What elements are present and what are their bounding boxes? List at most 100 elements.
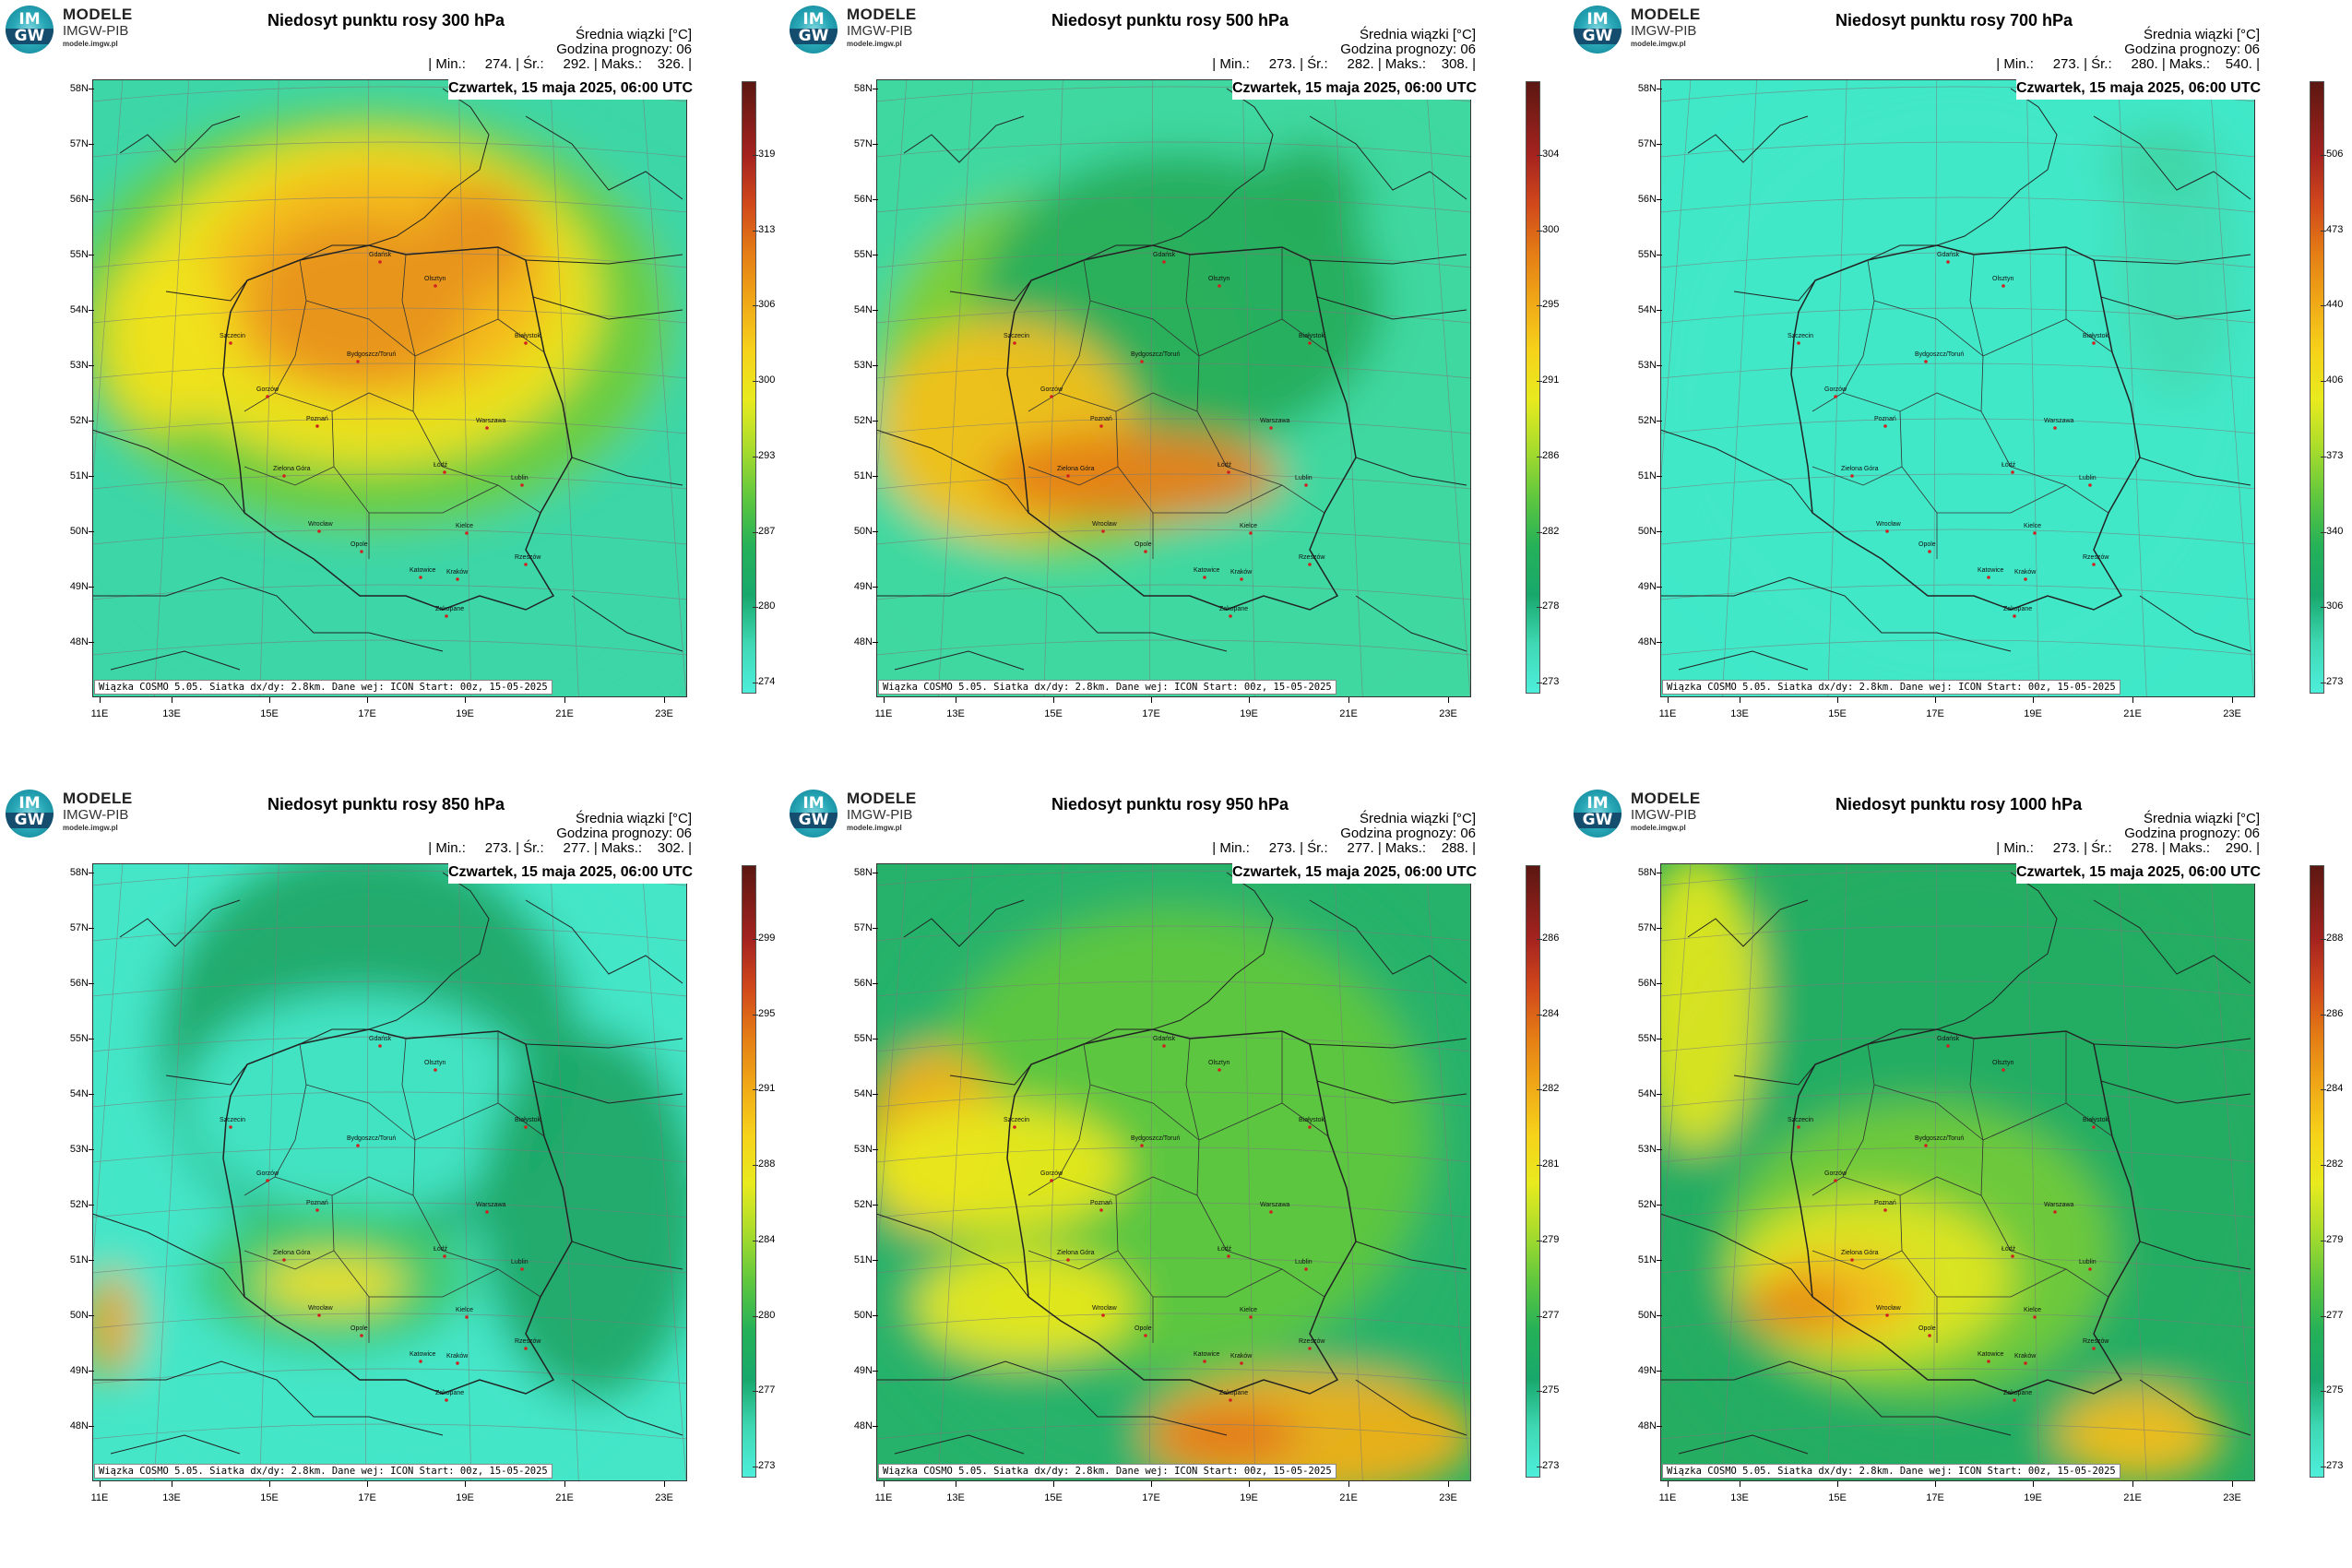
latitude-label: 53N <box>853 360 873 371</box>
city-marker <box>1050 395 1053 398</box>
latitude-tick <box>873 983 878 984</box>
longitude-tick <box>1249 1481 1250 1487</box>
city-label: Gdańsk <box>1937 252 1960 258</box>
field-region <box>184 992 535 1214</box>
city-marker <box>1229 614 1232 618</box>
map-plot: Gdańsk Olsztyn Szczecin Bydgoszcz/Toruń Biał… <box>1660 863 2255 1481</box>
city-label: Rzeszów <box>1299 554 1325 561</box>
city-marker <box>2053 1210 2057 1214</box>
city-label: Wrocław <box>308 1305 334 1312</box>
city-label: Katowice <box>410 567 436 574</box>
logo-org: IMGW-PIB <box>1631 23 1697 39</box>
longitude-tick <box>1448 1481 1449 1487</box>
color-scale-label: 313 <box>758 223 776 235</box>
city-marker <box>1883 424 1887 428</box>
city-label: Kraków <box>446 1353 469 1360</box>
latitude-tick <box>1657 1205 1662 1206</box>
longitude-label: 11E <box>1658 1492 1677 1503</box>
color-scale-label: 288 <box>758 1158 776 1170</box>
longitude-tick <box>2232 1481 2233 1487</box>
dew-point-deficit-field: Gdańsk Olsztyn Szczecin Bydgoszcz/Toruń Biał… <box>1660 79 2255 697</box>
forecast-panel: IM GW MODELE IMGW-PIB modele.imgw.pl Niedosyt… <box>1568 784 2352 1568</box>
latitude-label: 53N <box>853 1144 873 1155</box>
city-marker <box>266 1179 269 1182</box>
longitude-tick <box>1249 697 1250 703</box>
city-marker <box>1928 1334 1931 1337</box>
city-label: Zielona Góra <box>273 466 311 472</box>
city-marker <box>1304 483 1308 487</box>
logo-mark-bottom: GW <box>790 29 837 44</box>
color-scale-tick <box>2321 1089 2326 1091</box>
longitude-label: 17E <box>1142 708 1160 719</box>
latitude-label: 49N <box>69 1365 89 1376</box>
latitude-tick <box>873 1094 878 1095</box>
city-label: Lublin <box>1295 475 1313 481</box>
longitude-tick <box>2132 697 2133 703</box>
city-marker <box>2088 483 2092 487</box>
logo-name: MODELE <box>63 6 133 23</box>
longitude-label: 21E <box>2123 708 2142 719</box>
longitude-tick <box>1348 697 1349 703</box>
model-credit: Wiązka COSMO 5.05. Siatka dx/dy: 2.8km. … <box>94 680 552 695</box>
logo-mark-bottom: GW <box>6 813 53 828</box>
ensemble-mean-label: Średnia wiązki [°C] <box>575 811 692 826</box>
city-label: Opole <box>1918 541 1936 548</box>
city-marker <box>1928 550 1931 553</box>
city-marker <box>1883 1208 1887 1212</box>
city-marker <box>2013 614 2016 618</box>
city-label: Gdańsk <box>1153 1036 1176 1042</box>
model-credit: Wiązka COSMO 5.05. Siatka dx/dy: 2.8km. … <box>1662 1464 2120 1479</box>
map-plot: Gdańsk Olsztyn Szczecin Bydgoszcz/Toruń Biał… <box>92 863 687 1481</box>
longitude-label: 13E <box>162 1492 181 1503</box>
longitude-label: 15E <box>1828 1492 1847 1503</box>
latitude-tick <box>873 421 878 422</box>
latitude-label: 56N <box>1637 978 1657 989</box>
color-scale-label: 281 <box>1542 1158 1560 1170</box>
city-marker <box>2092 1125 2096 1129</box>
color-scale-label: 273 <box>2326 1460 2344 1471</box>
longitude-label: 19E <box>2024 1492 2042 1503</box>
latitude-tick <box>873 642 878 643</box>
city-label: Bydgoszcz/Toruń <box>1915 351 1964 358</box>
city-marker <box>1140 1144 1144 1147</box>
color-scale-tick <box>753 607 758 609</box>
poland-border <box>222 244 573 611</box>
latitude-label: 52N <box>853 415 873 426</box>
latitude-tick <box>89 642 94 643</box>
latitude-label: 54N <box>1637 1088 1657 1099</box>
city-marker <box>1308 1347 1312 1350</box>
latitude-tick <box>1657 144 1662 145</box>
latitude-label: 57N <box>853 138 873 149</box>
longitude-label: 21E <box>1339 1492 1358 1503</box>
longitude-tick <box>100 697 101 703</box>
forecast-date: Czwartek, 15 maja 2025, 06:00 UTC <box>1232 861 1477 884</box>
ensemble-mean-label: Średnia wiązki [°C] <box>1359 27 1476 42</box>
longitude-label: 17E <box>358 1492 376 1503</box>
longitude-label: 17E <box>1142 1492 1160 1503</box>
city-label: Kraków <box>1230 1353 1253 1360</box>
city-label: Gorzów <box>1824 386 1847 393</box>
city-marker <box>360 1334 363 1337</box>
forecast-date: Czwartek, 15 maja 2025, 06:00 UTC <box>448 77 693 100</box>
city-marker <box>1987 576 1990 579</box>
color-scale-label: 275 <box>1542 1384 1560 1396</box>
dew-point-deficit-field: Gdańsk Olsztyn Szczecin Bydgoszcz/Toruń Biał… <box>92 79 687 697</box>
latitude-tick <box>1657 642 1662 643</box>
city-label: Lublin <box>2079 1259 2097 1265</box>
longitude-tick <box>1151 697 1152 703</box>
color-scale-label: 282 <box>2326 1158 2344 1170</box>
city-marker <box>1144 1334 1147 1337</box>
logo-mark-top: IM <box>1586 794 1609 813</box>
color-scale-label: 284 <box>1542 1007 1560 1019</box>
latitude-tick <box>1657 1149 1662 1150</box>
forecast-date: Czwartek, 15 maja 2025, 06:00 UTC <box>1232 77 1477 100</box>
city-marker <box>1240 1361 1243 1365</box>
city-label: Kielce <box>1240 1307 1257 1313</box>
model-credit: Wiązka COSMO 5.05. Siatka dx/dy: 2.8km. … <box>1662 680 2120 695</box>
longitude-label: 11E <box>90 1492 109 1503</box>
city-label: Lublin <box>511 475 529 481</box>
city-marker <box>524 341 528 345</box>
model-credit: Wiązka COSMO 5.05. Siatka dx/dy: 2.8km. … <box>878 680 1336 695</box>
color-scale-label: 274 <box>758 676 776 687</box>
longitude-tick <box>367 1481 368 1487</box>
